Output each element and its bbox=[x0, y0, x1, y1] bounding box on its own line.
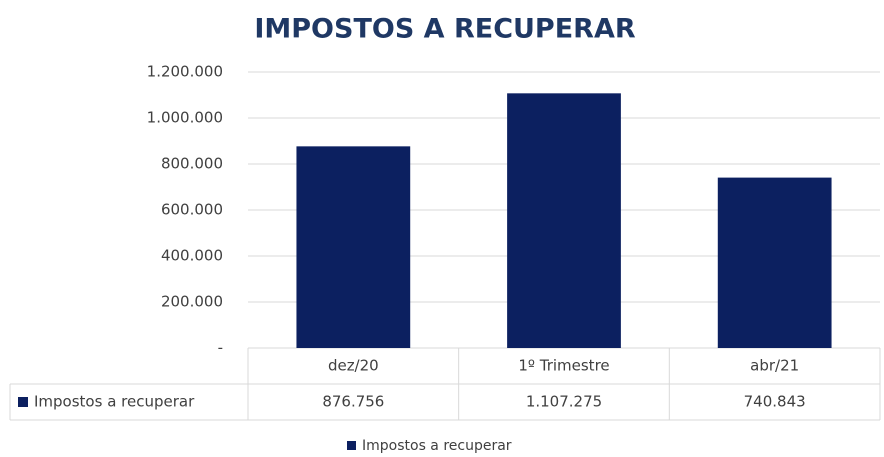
legend-key bbox=[347, 441, 356, 450]
bar bbox=[507, 93, 621, 348]
bar bbox=[717, 177, 832, 348]
y-tick-label: 1.000.000 bbox=[147, 109, 223, 127]
x-tick-label: 1º Trimestre bbox=[518, 357, 609, 375]
y-tick-label: 600.000 bbox=[161, 201, 223, 219]
x-tick-label: dez/20 bbox=[328, 357, 379, 375]
y-tick-label: 1.200.000 bbox=[147, 63, 223, 81]
chart-title: IMPOSTOS A RECUPERAR bbox=[254, 14, 636, 45]
legend-label: Impostos a recuperar bbox=[362, 438, 512, 454]
table-legend-label: Impostos a recuperar bbox=[34, 393, 195, 411]
table-value: 1.107.275 bbox=[526, 393, 602, 411]
x-tick-label: abr/21 bbox=[750, 357, 799, 375]
bar bbox=[296, 146, 411, 348]
y-tick-label: 400.000 bbox=[161, 247, 223, 265]
table-value: 876.756 bbox=[322, 393, 384, 411]
table-legend-key bbox=[18, 397, 28, 407]
y-tick-label: 800.000 bbox=[161, 155, 223, 173]
table-value: 740.843 bbox=[744, 393, 806, 411]
y-tick-label: 200.000 bbox=[161, 293, 223, 311]
y-tick-label: - bbox=[218, 339, 223, 357]
